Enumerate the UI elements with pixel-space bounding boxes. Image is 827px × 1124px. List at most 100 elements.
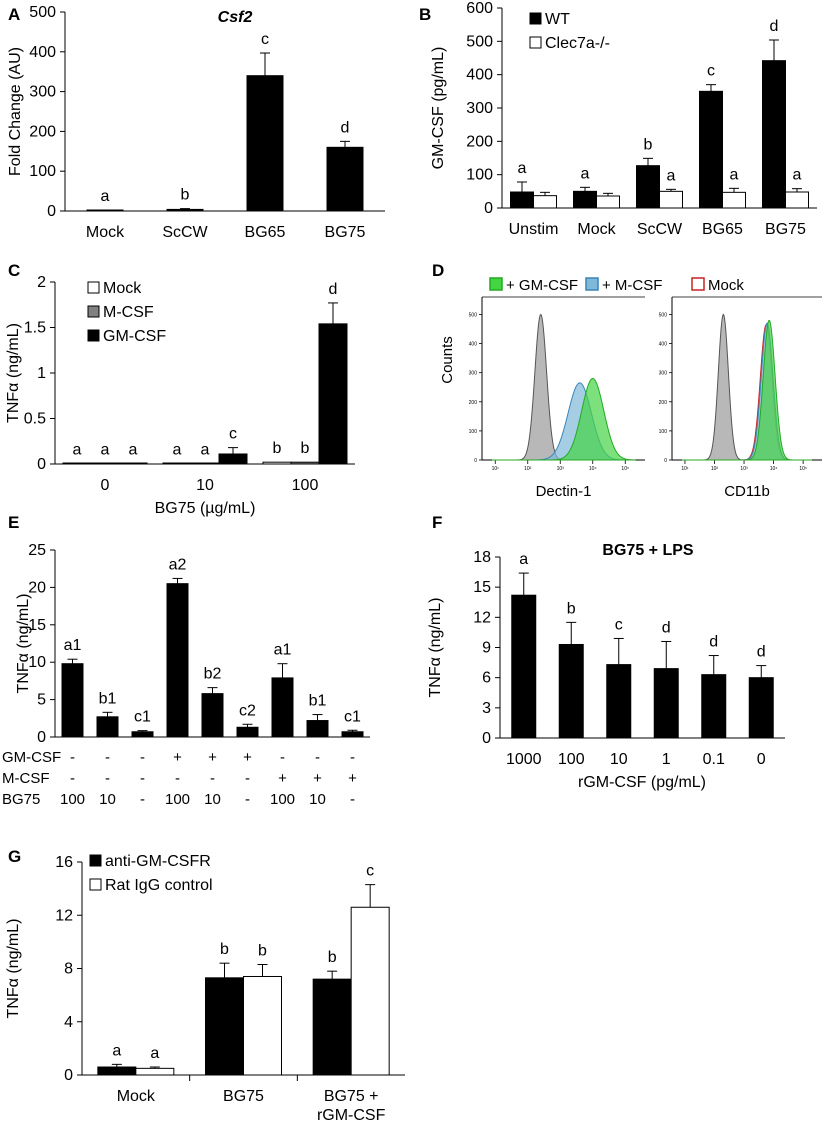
bar	[606, 664, 632, 739]
significance-letter: a	[793, 167, 802, 184]
condition-value: -	[350, 791, 355, 808]
bar	[135, 1067, 175, 1076]
panel-letter: C	[8, 261, 20, 280]
panel-letter: F	[432, 513, 442, 532]
y-tick-label: 15	[473, 579, 491, 596]
significance-letter: c1	[344, 708, 361, 725]
significance-letter: c	[615, 616, 623, 633]
y-axis-label: Counts	[439, 336, 456, 384]
y-tick-label: 300	[29, 84, 56, 101]
y-tick-label: 1	[37, 365, 46, 382]
category-label: Mock	[86, 224, 125, 241]
significance-letter: d	[329, 281, 338, 298]
y-tick-label: 100	[659, 429, 668, 435]
condition-value: +	[173, 749, 182, 766]
chart-c: 0 0.5 1 1.5 2 TNFα (ng/mL) a a b a a b a c d 0 10 100 BG75…	[5, 274, 355, 517]
legend-swatch	[529, 12, 542, 25]
legend-swatch	[585, 277, 599, 291]
bar	[118, 462, 148, 465]
legend-label: Mock	[708, 277, 744, 294]
significance-letter: a1	[64, 637, 82, 654]
bar	[96, 716, 119, 738]
y-tick-label: 400	[466, 67, 493, 84]
histogram-peak	[682, 322, 812, 461]
y-tick-label: 16	[55, 854, 73, 871]
significance-letter: b	[644, 136, 653, 153]
y-tick-label: 300	[466, 100, 493, 117]
x-tick-label: 10⁴	[770, 466, 778, 472]
x-tick-label: 10¹	[681, 466, 689, 472]
bar	[190, 462, 220, 465]
bar	[596, 195, 620, 209]
bar	[90, 462, 120, 465]
y-tick-label: 0	[47, 203, 56, 220]
bar	[246, 75, 284, 212]
significance-letter: b	[567, 600, 576, 617]
category-label: BG65	[245, 224, 286, 241]
y-tick-label: 600	[466, 0, 493, 17]
bar	[218, 453, 248, 465]
y-tick-label: 9	[482, 640, 491, 657]
bar	[306, 720, 329, 738]
significance-letter: b	[328, 949, 337, 966]
y-tick-label: 300	[469, 371, 478, 377]
legend-label: Rat IgG control	[105, 877, 213, 894]
bar	[61, 663, 84, 738]
y-tick-label: 0	[474, 458, 477, 464]
y-tick-label: 18	[473, 549, 491, 566]
legend-swatch	[529, 36, 542, 49]
significance-letter: b	[258, 943, 267, 960]
significance-letter: b	[301, 440, 310, 457]
condition-value: -	[175, 770, 180, 787]
y-tick-label: 2	[37, 274, 46, 291]
x-tick-label: 10²	[524, 466, 532, 472]
condition-value: -	[245, 770, 250, 787]
y-tick-label: 8	[64, 961, 73, 978]
condition-value: 10	[99, 791, 116, 808]
legend-label: WT	[545, 11, 570, 28]
condition-value: 10	[309, 791, 326, 808]
x-tick-label: 10⁴	[589, 466, 597, 472]
significance-letter: b1	[99, 690, 117, 707]
bar	[762, 60, 786, 209]
condition-value: -	[105, 749, 110, 766]
y-tick-label: 12	[55, 907, 73, 924]
condition-value: +	[243, 749, 252, 766]
significance-letter: a1	[274, 642, 292, 659]
x-tick-label: 10⁵	[799, 466, 807, 472]
legend-label: + M-CSF	[602, 277, 662, 294]
y-tick-label: 100	[469, 429, 478, 435]
category-label: BG75	[765, 221, 806, 238]
chart-d: + GM-CSF + M-CSF Mock Counts 0 100 200 300 400 50…	[439, 277, 822, 500]
marker-label: CD11b	[724, 483, 770, 500]
significance-letter: a	[112, 1042, 121, 1059]
significance-letter: a	[667, 167, 676, 184]
category-label: 10	[196, 477, 214, 494]
bar	[510, 191, 534, 209]
legend-label: Clec7a-/-	[545, 35, 610, 52]
bar	[243, 975, 282, 1076]
legend-swatch	[87, 329, 100, 342]
y-tick-label: 1.5	[24, 320, 46, 337]
condition-value: -	[315, 749, 320, 766]
condition-value: +	[348, 770, 357, 787]
panel-letter: G	[8, 847, 21, 866]
legend-label: + GM-CSF	[506, 277, 578, 294]
significance-letter: a	[129, 442, 138, 459]
significance-letter: a	[150, 1045, 159, 1062]
y-axis-label: TNFα (ng/mL)	[5, 919, 22, 1019]
bar	[62, 462, 92, 465]
bar	[131, 731, 154, 738]
x-tick-label: 10³	[740, 466, 748, 472]
y-axis-label: GM-CSF (pg/mL)	[430, 47, 447, 170]
condition-value: -	[70, 749, 75, 766]
condition-value: -	[245, 791, 250, 808]
bar	[636, 165, 660, 209]
histogram-plot: 0 100 200 300 400 500 10¹ 10² 10³ 10⁴ 10⁵ CD11b	[659, 296, 822, 500]
condition-value: 100	[270, 791, 295, 808]
y-tick-label: 200	[659, 400, 668, 406]
y-tick-label: 200	[29, 123, 56, 140]
bar	[318, 323, 348, 465]
category-label: Mock	[577, 221, 616, 238]
